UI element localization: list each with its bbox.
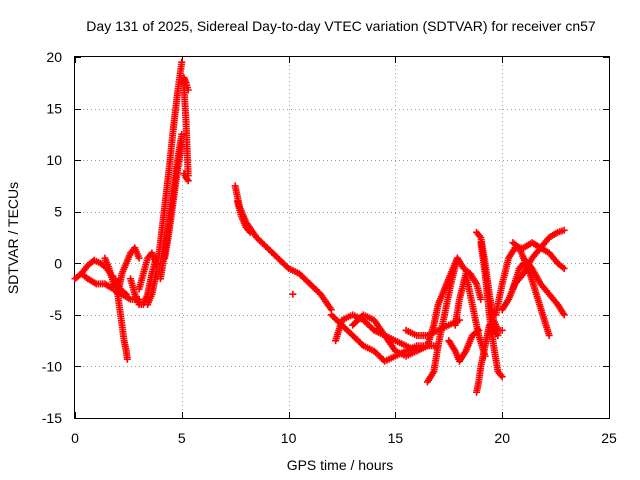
data-point: [369, 325, 377, 333]
x-tick-label: 5: [178, 430, 186, 446]
data-point: [560, 311, 568, 319]
x-tick-label: 20: [494, 430, 510, 446]
y-tick-label: -10: [42, 358, 62, 374]
data-point: [283, 263, 291, 271]
x-tick-label: 25: [601, 430, 617, 446]
data-point: [135, 254, 143, 262]
data-point: [289, 290, 297, 298]
x-axis-label: GPS time / hours: [287, 457, 394, 473]
data-point: [477, 295, 485, 303]
y-tick-label: -5: [50, 307, 63, 323]
x-tick-label: 0: [71, 430, 79, 446]
y-tick-label: 20: [46, 49, 62, 65]
data-point: [178, 58, 186, 66]
data-point: [184, 177, 192, 185]
y-axis-label: SDTVAR / TECUs: [5, 182, 21, 294]
y-tick-label: 0: [54, 255, 62, 271]
data-point: [246, 228, 254, 236]
data-point: [545, 331, 553, 339]
data-point: [560, 264, 568, 272]
data-point: [498, 373, 506, 381]
y-tick-label: -15: [42, 410, 62, 426]
y-ticks: -15 -10 -5 0 5 10 15 20: [42, 49, 609, 426]
y-tick-label: 15: [46, 101, 62, 117]
data-point: [123, 355, 131, 363]
data-point: [453, 254, 461, 262]
data-point: [184, 86, 192, 94]
plot-frame: [74, 56, 610, 419]
x-ticks: 0 5 10 15 20 25: [71, 57, 617, 446]
data-point: [498, 326, 506, 334]
x-tick-label: 10: [281, 430, 297, 446]
data-point: [358, 340, 366, 348]
x-tick-label: 15: [388, 430, 404, 446]
data-point: [524, 264, 532, 272]
data-points: [71, 58, 568, 396]
chart-title: Day 131 of 2025, Sidereal Day-to-day VTE…: [86, 18, 596, 34]
grid: [75, 57, 609, 418]
y-tick-label: 10: [46, 152, 62, 168]
data-point: [178, 130, 186, 138]
y-tick-label: 5: [54, 204, 62, 220]
data-point: [560, 226, 568, 234]
